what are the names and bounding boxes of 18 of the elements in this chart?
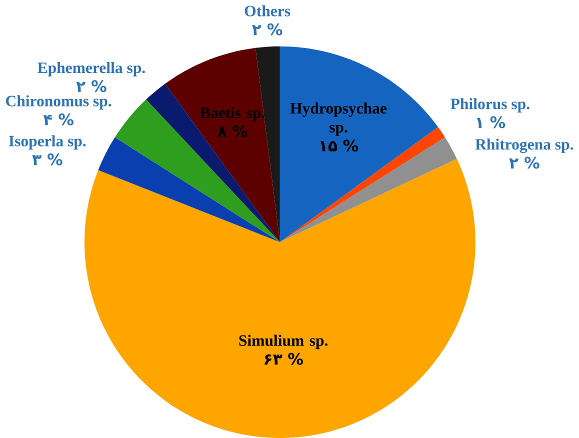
data-label: ۱ % bbox=[476, 116, 506, 128]
data-label: ۸ % bbox=[217, 125, 248, 138]
slice-label: Hydropsychae sp. bbox=[290, 102, 387, 136]
data-label: ۴ % bbox=[43, 113, 74, 126]
slice-label: Philorus sp. bbox=[450, 98, 530, 112]
data-label: ۲ % bbox=[252, 23, 282, 36]
slice-label: Baetis sp. bbox=[200, 106, 264, 122]
slice-label: Others bbox=[244, 5, 290, 16]
data-label: ۶۳ % bbox=[264, 352, 303, 365]
data-label: ۲ % bbox=[509, 156, 540, 169]
data-label: ۲ % bbox=[76, 80, 106, 92]
slice-label: Simulium sp. bbox=[239, 334, 328, 350]
slice-label: Isoperla sp. bbox=[8, 135, 86, 150]
data-label: ۱۵ % bbox=[320, 140, 358, 152]
data-label: ۳ % bbox=[32, 153, 62, 166]
slice-label: Chironomus sp. bbox=[6, 95, 112, 110]
slice-label: Ephemerella sp. bbox=[38, 62, 145, 76]
slice-label: Rhitrogena sp. bbox=[475, 138, 574, 154]
